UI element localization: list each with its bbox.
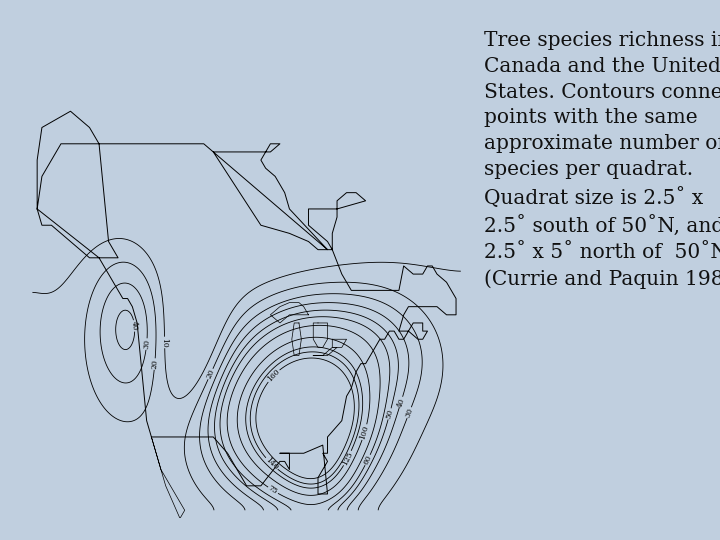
Text: 10: 10 (161, 338, 168, 347)
Text: 100: 100 (359, 424, 371, 440)
Text: Tree species richness in
Canada and the United
States. Contours connect
points w: Tree species richness in Canada and the … (484, 31, 720, 289)
Text: 125: 125 (341, 450, 354, 467)
Text: 50: 50 (384, 408, 395, 420)
Text: 20: 20 (150, 359, 159, 369)
Text: 40: 40 (130, 321, 139, 331)
Text: 140: 140 (264, 456, 279, 472)
Text: 60: 60 (362, 454, 374, 466)
Text: 30: 30 (404, 407, 415, 418)
Text: 20: 20 (205, 368, 216, 380)
Text: 30: 30 (142, 339, 151, 349)
Text: 40: 40 (396, 396, 406, 408)
Text: 75: 75 (266, 484, 279, 496)
Text: 160: 160 (266, 368, 282, 384)
